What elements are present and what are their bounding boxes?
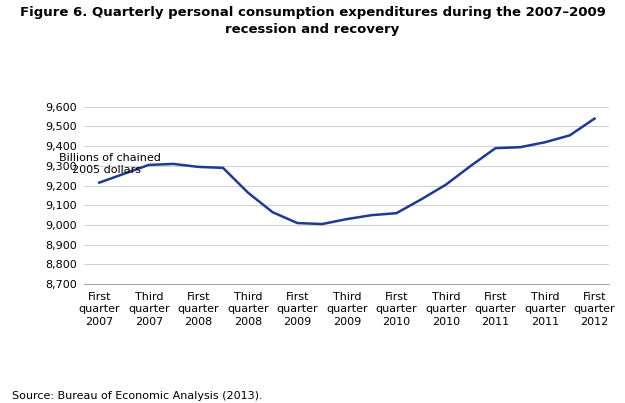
Text: Source: Bureau of Economic Analysis (2013).: Source: Bureau of Economic Analysis (201… (12, 391, 263, 401)
Text: Billions of chained: Billions of chained (59, 153, 161, 163)
Text: Figure 6. Quarterly personal consumption expenditures during the 2007–2009
reces: Figure 6. Quarterly personal consumption… (19, 6, 606, 36)
Text: 2005 dollars: 2005 dollars (72, 165, 141, 175)
